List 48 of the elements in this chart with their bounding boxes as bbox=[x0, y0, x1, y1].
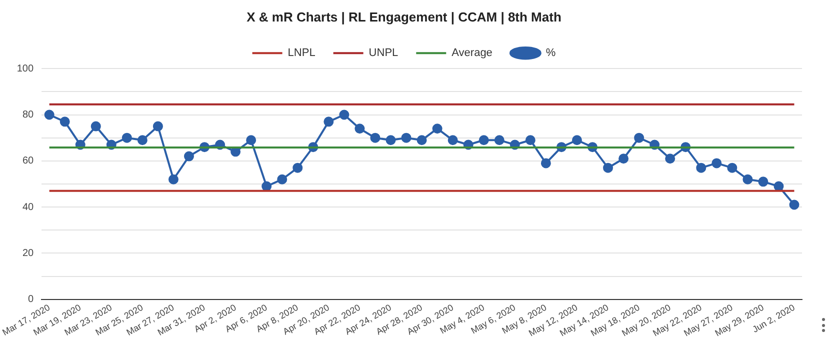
y-tick-label: 80 bbox=[22, 110, 34, 121]
point bbox=[712, 158, 722, 168]
point bbox=[789, 200, 800, 210]
legend-label: % bbox=[546, 47, 556, 60]
point bbox=[152, 121, 163, 132]
point bbox=[184, 151, 194, 162]
point bbox=[292, 162, 303, 173]
point bbox=[494, 135, 504, 146]
point bbox=[262, 181, 272, 192]
point bbox=[370, 132, 380, 143]
point bbox=[618, 154, 629, 164]
legend-label: Average bbox=[452, 47, 492, 60]
point bbox=[432, 124, 442, 134]
point bbox=[122, 132, 132, 143]
chart-title: X & mR Charts | RL Engagement | CCAM | 8th Math bbox=[246, 9, 562, 24]
point bbox=[401, 132, 412, 143]
point bbox=[665, 154, 676, 164]
y-tick-label: 100 bbox=[16, 63, 34, 74]
point bbox=[525, 135, 536, 146]
point bbox=[727, 162, 738, 173]
point bbox=[603, 162, 614, 173]
point bbox=[60, 116, 70, 127]
point bbox=[696, 162, 706, 173]
y-tick-label: 40 bbox=[22, 202, 34, 213]
point bbox=[448, 135, 458, 146]
legend-label: UNPL bbox=[368, 47, 398, 60]
point bbox=[137, 135, 148, 146]
legend-label: LNPL bbox=[288, 47, 316, 60]
point bbox=[478, 135, 489, 146]
y-tick-label: 20 bbox=[22, 248, 34, 259]
point bbox=[758, 176, 768, 187]
point bbox=[742, 174, 753, 184]
point bbox=[572, 135, 582, 146]
y-tick-label: 0 bbox=[28, 294, 34, 306]
point bbox=[44, 110, 54, 120]
point bbox=[774, 181, 784, 192]
point bbox=[634, 132, 644, 143]
point bbox=[386, 135, 396, 146]
point bbox=[354, 124, 365, 134]
point bbox=[324, 116, 334, 127]
point bbox=[416, 135, 427, 146]
point bbox=[540, 158, 551, 168]
point bbox=[90, 121, 101, 132]
point bbox=[168, 174, 178, 184]
point bbox=[246, 135, 256, 146]
point bbox=[339, 110, 350, 120]
point bbox=[277, 174, 288, 184]
y-tick-label: 60 bbox=[22, 156, 34, 167]
